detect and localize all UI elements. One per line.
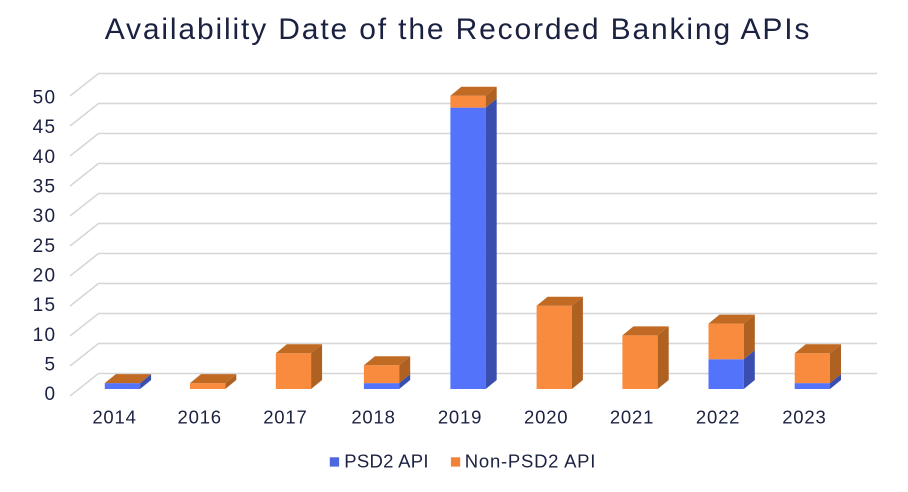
svg-text:0: 0 bbox=[45, 384, 57, 405]
svg-text:45: 45 bbox=[33, 117, 57, 138]
svg-text:Non-PSD2 API: Non-PSD2 API bbox=[465, 451, 596, 472]
svg-text:2020: 2020 bbox=[524, 407, 568, 428]
svg-text:30: 30 bbox=[33, 206, 57, 227]
svg-text:2016: 2016 bbox=[178, 407, 222, 428]
svg-text:2017: 2017 bbox=[263, 407, 307, 428]
svg-text:25: 25 bbox=[33, 236, 57, 257]
svg-text:20: 20 bbox=[33, 266, 57, 287]
svg-text:10: 10 bbox=[33, 325, 57, 346]
svg-text:2022: 2022 bbox=[696, 407, 740, 428]
svg-text:PSD2 API: PSD2 API bbox=[344, 451, 429, 472]
svg-text:50: 50 bbox=[33, 88, 57, 109]
svg-text:2023: 2023 bbox=[782, 407, 826, 428]
svg-text:2019: 2019 bbox=[438, 407, 482, 428]
svg-text:2018: 2018 bbox=[351, 407, 395, 428]
svg-text:2021: 2021 bbox=[610, 407, 654, 428]
svg-text:15: 15 bbox=[33, 295, 57, 316]
svg-text:40: 40 bbox=[33, 147, 57, 168]
svg-text:Availability Date of the Recor: Availability Date of the Recorded Bankin… bbox=[105, 13, 812, 46]
svg-text:35: 35 bbox=[33, 177, 57, 198]
svg-text:5: 5 bbox=[45, 355, 57, 376]
svg-text:2014: 2014 bbox=[92, 407, 136, 428]
